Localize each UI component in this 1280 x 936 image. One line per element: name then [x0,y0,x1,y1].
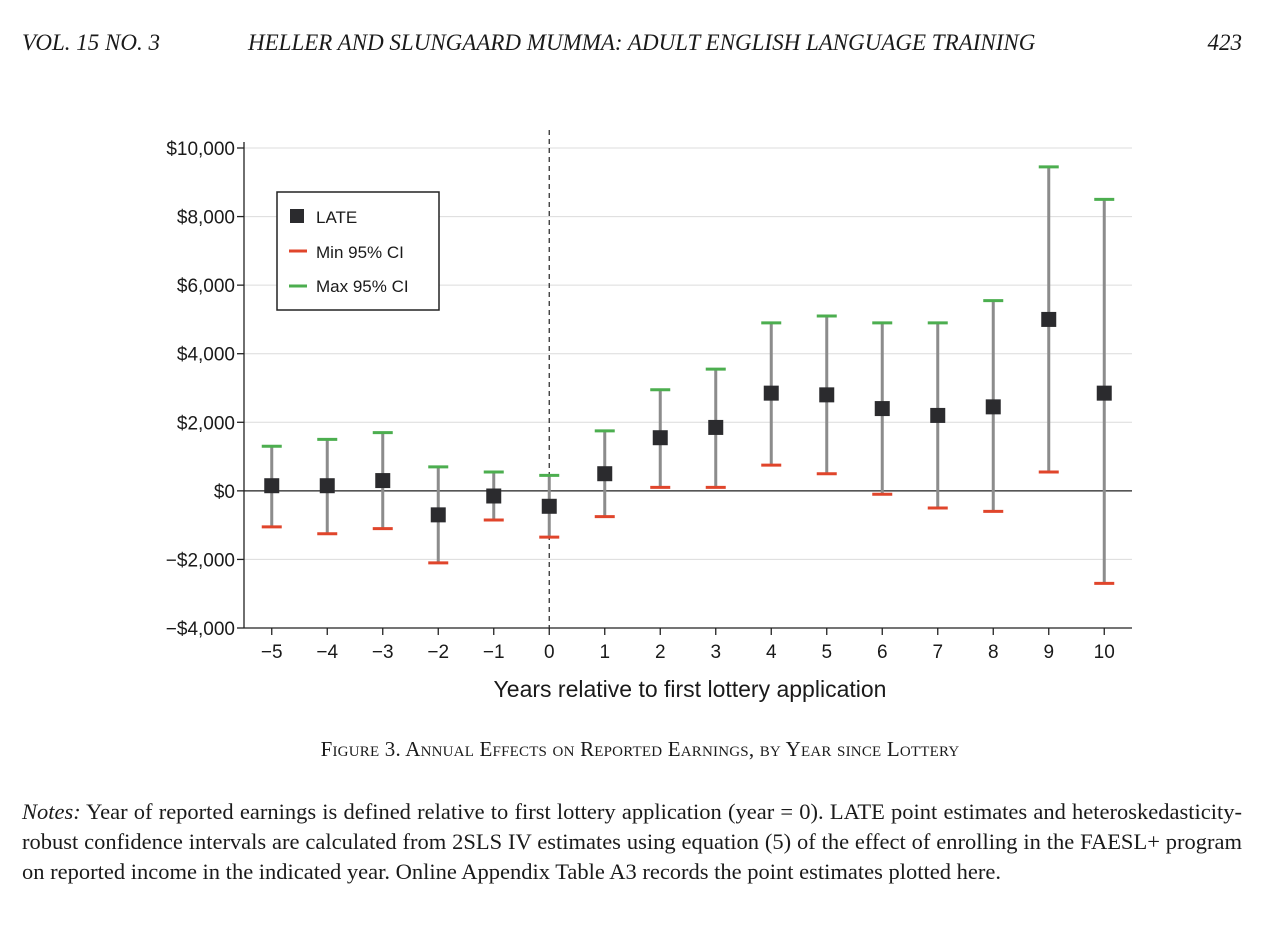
running-title: HELLER AND SLUNGAARD MUMMA: ADULT ENGLIS… [248,30,1036,55]
page-number: 423 [1207,30,1243,55]
late-point [874,401,890,417]
y-tick-label: $6,000 [177,276,235,297]
journal-volume: VOL. 15 NO. 3 [22,30,160,55]
late-point [597,466,613,482]
x-tick-label: 0 [544,642,555,663]
x-tick-label: 8 [988,642,999,663]
x-tick-label: 10 [1094,642,1115,663]
legend: LATE Min 95% CI Max 95% CI [276,191,440,311]
y-tick-label: $0 [214,482,235,503]
late-point [763,385,779,401]
y-tick-label: $8,000 [177,208,235,229]
late-point [1096,385,1112,401]
x-tick-label: −4 [316,642,338,663]
figure-caption: Figure 3. Annual Effects on Reported Ear… [320,737,960,761]
x-tick-label: 9 [1043,642,1054,663]
x-tick-label: 7 [932,642,943,663]
x-tick-label: −1 [483,642,505,663]
late-point [1041,311,1057,327]
y-tick-label: $10,000 [166,139,235,160]
legend-max-label: Max 95% CI [316,277,409,296]
late-point [985,399,1001,415]
late-point [652,430,668,446]
x-tick-label: 4 [766,642,777,663]
x-tick-label: 2 [655,642,666,663]
x-tick-label: 3 [710,642,721,663]
late-point [819,387,835,403]
y-tick-label: $2,000 [177,413,235,434]
data-marks [261,165,1115,585]
figure-notes: Notes: Year of reported earnings is defi… [22,797,1242,887]
late-point [486,488,502,504]
chart: $10,000 $8,000 $6,000 $4,000 $2,000 $0 −$2,000… [166,130,1132,702]
legend-min-label: Min 95% CI [316,243,404,262]
x-tick-label: −3 [372,642,394,663]
legend-late-marker [290,209,304,223]
y-tick-label: −$2,000 [166,550,235,571]
x-tick-label: 1 [599,642,610,663]
y-tick-label: −$4,000 [166,619,235,640]
x-axis-label: Years relative to first lottery applicat… [494,676,887,702]
x-tick-label: −5 [261,642,283,663]
x-tick-label: 6 [877,642,888,663]
axes: $10,000 $8,000 $6,000 $4,000 $2,000 $0 −$2,000… [166,130,1132,663]
x-tick-label: −2 [427,642,449,663]
notes-text: Year of reported earnings is defined rel… [22,799,1242,884]
late-point [319,478,335,494]
late-point [430,507,446,523]
legend-late-label: LATE [316,208,357,227]
y-tick-label: $4,000 [177,345,235,366]
late-point [375,473,391,489]
notes-label: Notes: [22,799,81,824]
late-point [708,419,724,435]
late-point [264,478,280,494]
x-tick-label: 5 [821,642,832,663]
late-point [541,498,557,514]
late-point [930,407,946,423]
